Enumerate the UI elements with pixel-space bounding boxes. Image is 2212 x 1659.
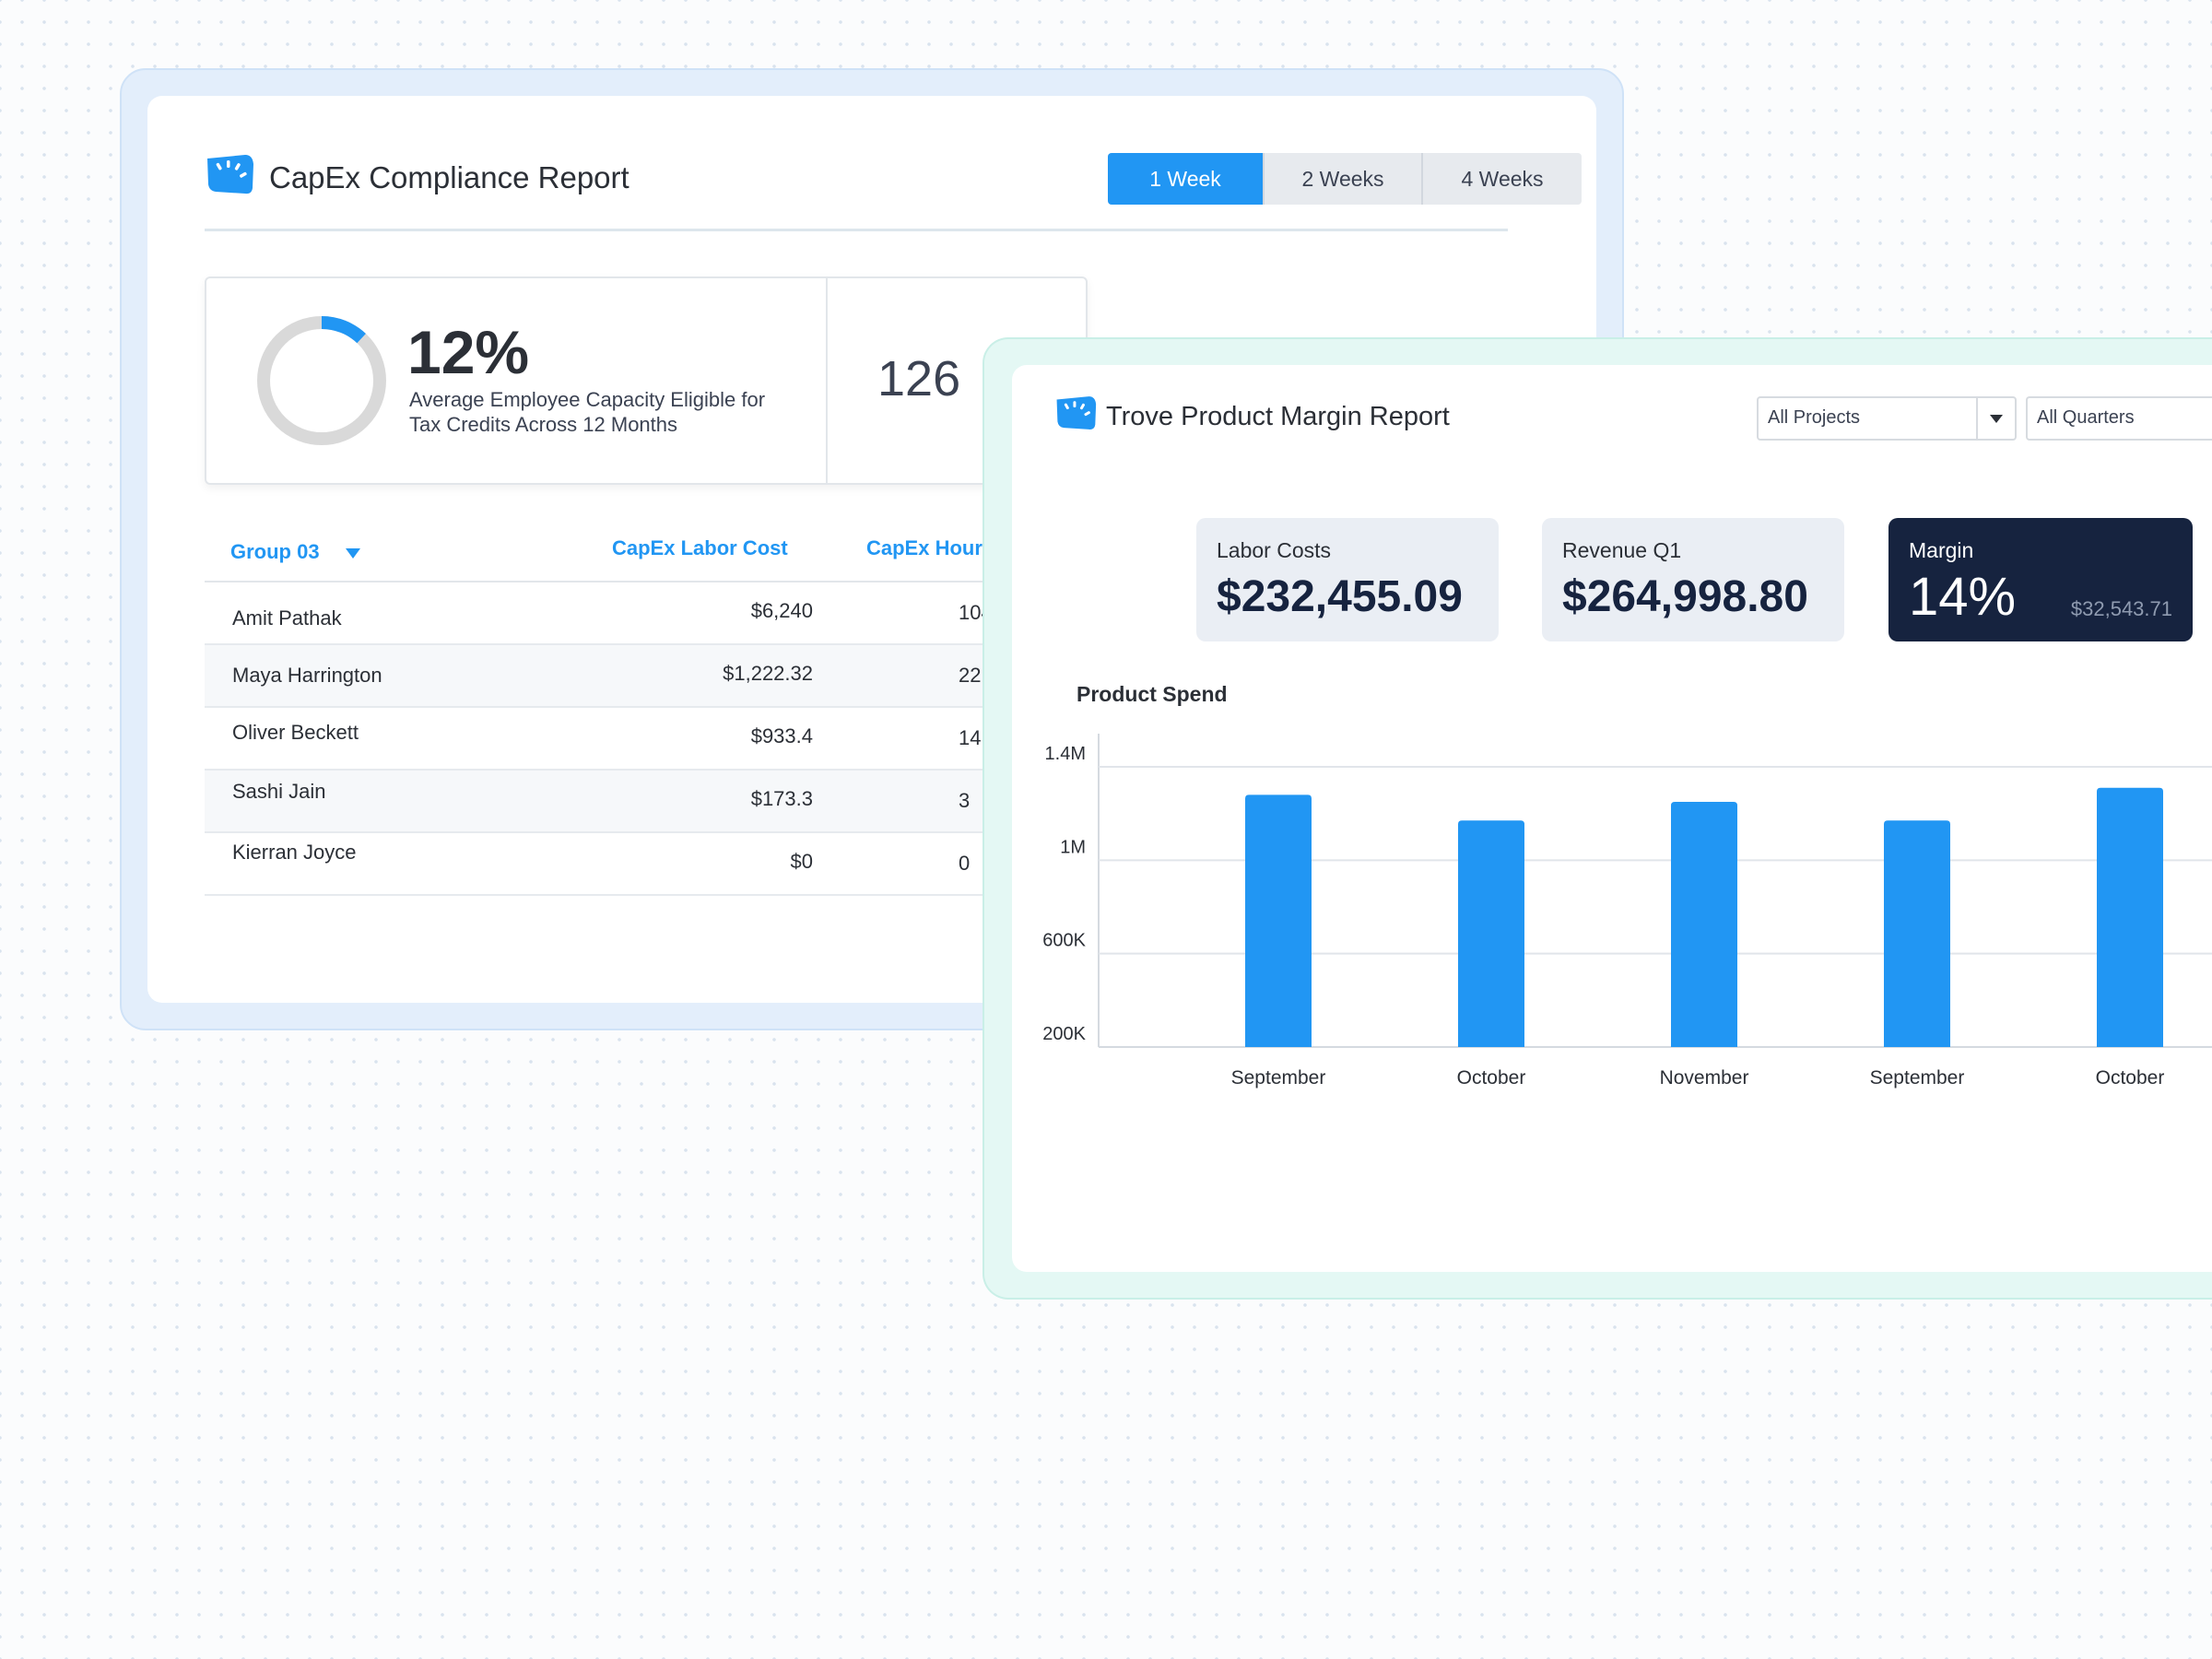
trove-report-card: Trove Product Margin Report All Projects… xyxy=(1012,365,2212,1272)
quarters-filter-select[interactable]: All Quarters xyxy=(2026,396,2212,441)
revenue-card: Revenue Q1 $264,998.80 xyxy=(1542,518,1844,641)
gauge-logo-icon xyxy=(1056,396,1097,429)
projects-filter-select[interactable]: All Projects xyxy=(1757,396,2017,441)
capacity-description: Average Employee Capacity Eligible for T… xyxy=(409,388,766,436)
labor-cost-value: $933.4 xyxy=(750,724,813,747)
hours-value: 14 xyxy=(959,726,982,749)
donut-track xyxy=(257,316,386,445)
hours-value: 3 xyxy=(959,789,971,812)
chevron-down-icon[interactable] xyxy=(1976,398,2015,439)
bar xyxy=(2097,787,2163,1047)
revenue-label: Revenue Q1 xyxy=(1562,538,1682,562)
y-tick-label: 200K xyxy=(1042,1024,1086,1044)
capex-hours-total: 126 xyxy=(877,351,961,406)
x-tick-label: September xyxy=(1870,1067,1965,1088)
table-row[interactable]: Kierran Joyce $0 0 xyxy=(205,833,1126,896)
table-row[interactable]: Sashi Jain $173.3 3 xyxy=(205,771,1126,833)
labor-cost-value: $173.3 xyxy=(750,787,813,810)
margin-card: Margin 14% $32,543.71 xyxy=(1888,518,2193,641)
margin-value: 14% xyxy=(1909,567,2017,627)
product-spend-chart: 200K 600K 1M 1.4M September October November Se… xyxy=(1042,734,2212,1088)
capex-report-card: CapEx Compliance Report 1 Week 2 Weeks 4… xyxy=(147,96,1596,1003)
trove-report-window: Trove Product Margin Report All Projects… xyxy=(982,337,2212,1300)
labor-cost-value: $0 xyxy=(790,850,813,873)
table-row[interactable]: Amit Pathak $6,240 104 xyxy=(205,582,1126,645)
margin-label: Margin xyxy=(1909,538,1974,562)
quarters-filter-value: All Quarters xyxy=(2037,407,2135,428)
product-spend-title: Product Spend xyxy=(1077,682,1228,706)
bar xyxy=(1884,820,1950,1047)
labor-costs-value: $232,455.09 xyxy=(1217,572,1463,621)
range-1-week-button[interactable]: 1 Week xyxy=(1108,153,1263,205)
capex-labor-cost-header[interactable]: CapEx Labor Cost xyxy=(612,536,788,559)
group-filter-label: Group 03 xyxy=(230,540,320,563)
table-header-divider xyxy=(205,581,1126,582)
margin-amount: $32,543.71 xyxy=(2070,597,2172,620)
labor-costs-label: Labor Costs xyxy=(1217,538,1332,562)
gauge-logo-icon xyxy=(207,155,253,194)
x-tick-label: October xyxy=(2096,1067,2165,1088)
x-tick-label: September xyxy=(1231,1067,1326,1088)
range-2-weeks-button[interactable]: 2 Weeks xyxy=(1263,153,1421,205)
labor-cost-value: $1,222.32 xyxy=(723,662,813,685)
capacity-percent: 12% xyxy=(407,318,530,386)
range-selector: 1 Week 2 Weeks 4 Weeks xyxy=(1108,153,1582,205)
capex-hours-header[interactable]: CapEx Hours xyxy=(866,536,994,559)
x-tick-label: October xyxy=(1457,1067,1526,1088)
range-4-weeks-button[interactable]: 4 Weeks xyxy=(1421,153,1582,205)
capacity-donut-chart xyxy=(257,316,386,445)
employee-name: Amit Pathak xyxy=(232,606,342,629)
stat-divider xyxy=(826,278,828,483)
hours-value: 0 xyxy=(959,852,971,875)
table-row[interactable]: Maya Harrington $1,222.32 22 xyxy=(205,645,1126,708)
employee-name: Maya Harrington xyxy=(232,664,382,687)
caret-down-icon xyxy=(345,547,360,559)
projects-filter-value: All Projects xyxy=(1768,407,1861,428)
y-tick-label: 1.4M xyxy=(1045,744,1086,764)
bar xyxy=(1245,794,1312,1047)
employee-name: Sashi Jain xyxy=(232,780,326,803)
employee-name: Oliver Beckett xyxy=(232,721,359,744)
employee-name: Kierran Joyce xyxy=(232,841,357,864)
header-divider xyxy=(205,229,1508,231)
capex-report-title: CapEx Compliance Report xyxy=(269,160,629,194)
y-tick-label: 1M xyxy=(1060,837,1086,857)
labor-costs-card: Labor Costs $232,455.09 xyxy=(1196,518,1499,641)
donut-progress-arc xyxy=(257,316,386,445)
trove-report-title: Trove Product Margin Report xyxy=(1106,402,1450,431)
hours-value: 22 xyxy=(959,664,982,687)
group-filter-dropdown[interactable]: Group 03 xyxy=(230,540,360,564)
labor-cost-value: $6,240 xyxy=(750,599,813,622)
bar xyxy=(1458,820,1524,1047)
y-tick-label: 600K xyxy=(1042,931,1086,951)
x-tick-label: November xyxy=(1660,1067,1749,1088)
table-row[interactable]: Oliver Beckett $933.4 14 xyxy=(205,708,1126,771)
bar xyxy=(1671,802,1737,1047)
revenue-value: $264,998.80 xyxy=(1562,572,1808,621)
capex-stats-card: 12% Average Employee Capacity Eligible f… xyxy=(205,276,1088,485)
